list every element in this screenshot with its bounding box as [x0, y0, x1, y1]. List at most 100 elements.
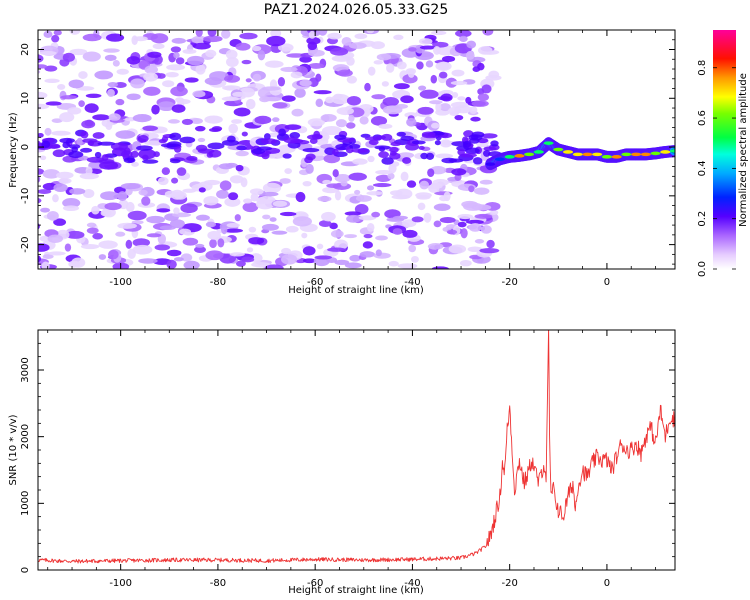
spectrogram-band-blob	[207, 142, 225, 150]
spectrogram-noise-blob	[334, 239, 348, 250]
spectrogram-noise-blob	[269, 217, 277, 222]
spectrogram-band-blob	[462, 140, 472, 148]
colorbar-tick-label: 0.8	[697, 60, 708, 76]
spectrogram-noise-blob	[80, 243, 100, 250]
spectrogram-band-blob	[41, 140, 51, 149]
spectrogram-band-blob	[195, 144, 208, 152]
spectrogram-noise-blob	[407, 69, 415, 78]
spectrogram-noise-blob	[477, 93, 489, 102]
spectrogram-noise-blob	[186, 55, 205, 66]
spectrogram-band-blob	[421, 131, 436, 137]
spectrogram-noise-blob	[224, 85, 236, 91]
spectrogram-band-blob	[130, 150, 139, 158]
spectrogram-noise-blob	[255, 199, 275, 210]
spectrogram-noise-blob	[190, 118, 203, 124]
spectrogram-noise-blob	[451, 168, 467, 176]
spectrogram-band-blob	[289, 132, 301, 139]
spectrogram-noise-blob	[169, 219, 185, 229]
spectrogram-noise-blob	[392, 228, 403, 235]
spectrogram-noise-blob	[404, 112, 418, 118]
spectrogram-noise-blob	[334, 190, 342, 201]
spectrogram-noise-blob	[182, 49, 197, 54]
spectrogram-y-tick-label: 20	[20, 43, 31, 56]
spectrogram-noise-blob	[151, 104, 160, 115]
spectrogram-noise-blob	[249, 188, 264, 195]
spectrogram-noise-blob	[292, 216, 312, 227]
spectrogram-noise-blob	[355, 195, 372, 202]
spectrogram-band-blob	[97, 141, 116, 146]
spectrogram-noise-blob	[279, 211, 297, 217]
spectrogram-noise-blob	[92, 114, 110, 121]
spectrogram-noise-blob	[85, 166, 93, 176]
spectrogram-noise-blob	[203, 35, 223, 43]
spectrogram-noise-blob	[228, 192, 239, 201]
spectrogram-band-blob	[368, 139, 379, 146]
spectrogram-noise-blob	[367, 66, 376, 76]
spectrogram-noise-blob	[152, 43, 165, 50]
spectrogram-y-ticks: -20 -10 0 10 20	[20, 29, 675, 265]
spectrogram-band-blob	[256, 146, 273, 151]
spectrogram-noise-blob	[86, 222, 97, 228]
spectrogram-band-blob	[123, 157, 136, 164]
spectrogram-noise-blob	[419, 180, 429, 190]
spectrogram-band-blob	[260, 138, 278, 145]
spectrogram-noise-blob	[302, 246, 316, 256]
spectrogram-noise-blob	[157, 101, 175, 112]
spectrogram-noise-blob	[457, 96, 466, 101]
spectrogram-noise-blob	[131, 35, 138, 46]
colorbar-ticks: 0.0 0.2 0.4 0.6 0.8	[697, 60, 736, 277]
spectrogram-band-blob	[52, 149, 66, 158]
spectrogram-noise-blob	[82, 188, 95, 199]
spectrogram-noise-blob	[448, 244, 467, 254]
spectrogram-noise-blob	[226, 56, 239, 68]
colorbar: 0.0 0.2 0.4 0.6 0.8 Normalized spectral ampl…	[697, 30, 749, 277]
spectrogram-y-tick-label: 0	[20, 144, 31, 150]
spectrogram-noise-blob	[197, 137, 206, 143]
spectrogram-noise-blob	[411, 216, 424, 223]
spectrogram-noise-blob	[173, 257, 184, 262]
spectrogram-noise-blob	[454, 115, 464, 121]
spectrogram-band-blob	[376, 135, 387, 140]
spectrogram-noise-blob	[358, 215, 377, 221]
spectrogram-noise-blob	[91, 205, 100, 215]
spectrogram-noise-blob	[107, 82, 119, 88]
spectrogram-noise-blob	[138, 189, 148, 196]
spectrogram-band-blob	[305, 153, 316, 161]
spectrogram-noise-blob	[348, 42, 367, 49]
spectrogram-noise-blob	[62, 198, 81, 208]
spectrogram-band-blob	[241, 131, 248, 137]
colorbar-tick-label: 0.2	[697, 211, 708, 227]
spectrogram-noise-blob	[430, 74, 438, 84]
spectrogram-noise-blob	[480, 225, 492, 234]
spectrogram-noise-blob	[354, 189, 361, 195]
spectrogram-noise-blob	[180, 203, 198, 213]
spectrogram-noise-blob	[257, 50, 266, 61]
spectrogram-noise-blob	[264, 264, 284, 269]
spectrogram-noise-blob	[40, 155, 47, 161]
signal-track-peak	[582, 152, 593, 157]
colorbar-tick-label: 0.4	[697, 160, 708, 176]
spectrogram-noise-blob	[473, 187, 490, 195]
spectrogram-noise-blob	[262, 214, 271, 220]
spectrogram-noise-blob	[218, 163, 234, 170]
snr-x-tick-label: -20	[501, 578, 517, 589]
spectrogram-noise-blob	[439, 216, 456, 224]
spectrogram-noise-blob	[53, 30, 62, 36]
spectrogram-noise-blob	[261, 86, 281, 91]
spectrogram-noise-blob	[317, 30, 328, 36]
snr-series-line	[38, 330, 675, 564]
spectrogram-noise-blob	[402, 229, 418, 238]
spectrogram-noise-blob	[370, 41, 385, 50]
spectrogram-noise-blob	[79, 172, 99, 180]
spectrogram-noise-blob	[115, 130, 136, 139]
spectrogram-band-blob	[282, 153, 292, 159]
snr-y-ticks: 0 1000 2000 3000	[20, 329, 675, 573]
spectrogram-noise-blob	[105, 122, 113, 131]
spectrogram-noise-blob	[400, 95, 414, 104]
spectrogram-noise-blob	[229, 252, 245, 257]
spectrogram-noise-blob	[471, 100, 489, 107]
spectrogram-noise-blob	[299, 79, 312, 87]
spectrogram-noise-blob	[277, 77, 286, 87]
